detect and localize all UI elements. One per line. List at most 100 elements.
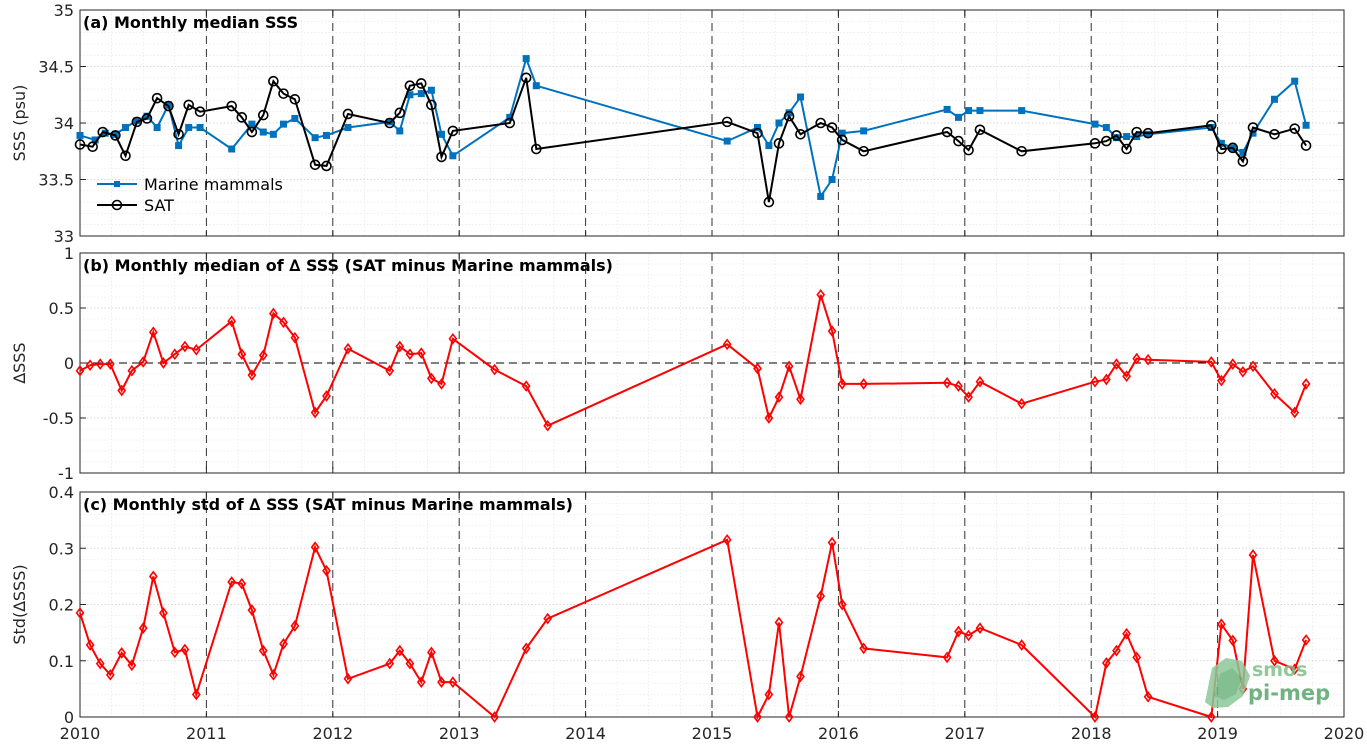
data-point (775, 119, 783, 127)
data-point (826, 122, 838, 133)
data-point (1017, 639, 1027, 651)
data-point (1111, 130, 1122, 141)
data-point (257, 109, 269, 121)
data-point (954, 380, 963, 392)
panel-title: (a) Monthly median SSS (83, 13, 298, 32)
data-point (170, 348, 180, 361)
data-point (279, 638, 288, 650)
data-point (76, 131, 84, 139)
data-point (141, 113, 153, 124)
data-point (964, 391, 973, 403)
data-point (1132, 352, 1142, 365)
data-point (227, 576, 237, 588)
data-point (827, 325, 837, 337)
data-point (531, 143, 542, 155)
data-point (437, 378, 446, 390)
data-point (385, 657, 395, 670)
data-point (278, 88, 289, 99)
data-point (764, 412, 774, 424)
x-tick-label: 2010 (60, 724, 101, 743)
data-point (490, 363, 499, 376)
y-axis-label: ∆SSS (10, 342, 29, 384)
data-point (1217, 618, 1226, 631)
data-point (1238, 365, 1248, 378)
data-point (170, 646, 180, 659)
data-point (532, 82, 540, 90)
data-point (1247, 122, 1259, 133)
panel-title: (c) Monthly std of ∆ SSS (SAT minus Mari… (83, 495, 573, 514)
data-point (490, 711, 499, 723)
legend-label: SAT (144, 196, 174, 215)
series-line-0 (79, 294, 1308, 427)
data-point (1102, 124, 1110, 132)
data-point (159, 607, 168, 619)
data-point (836, 134, 848, 146)
x-tick-label: 2017 (944, 724, 985, 743)
data-point (721, 116, 733, 128)
data-point (828, 176, 836, 183)
data-point (191, 343, 201, 356)
data-point (1216, 143, 1227, 155)
y-tick-label: 35 (54, 1, 74, 20)
data-point (105, 358, 115, 370)
data-point (1227, 142, 1239, 154)
data-point (436, 151, 447, 163)
data-point (975, 622, 985, 634)
y-tick-label: 0 (64, 708, 74, 727)
data-point (858, 145, 869, 157)
data-point (1248, 360, 1258, 373)
data-point (385, 364, 395, 377)
x-tick-label: 2020 (1324, 724, 1365, 743)
data-point (196, 124, 204, 132)
data-point (784, 711, 794, 723)
data-point (723, 137, 731, 145)
data-point (227, 315, 237, 328)
y-tick-label: 33 (54, 227, 74, 246)
panel-b: -1 -0.5 0 0.5 1 ∆SSS (b) Monthly median of ∆ S… (10, 244, 1345, 483)
legend-marker (114, 181, 120, 187)
data-point (237, 577, 247, 590)
data-point (1142, 127, 1154, 139)
data-point (405, 657, 415, 670)
data-point (1228, 634, 1238, 647)
data-point (765, 142, 773, 150)
data-point (268, 75, 279, 87)
logo-text-pi-mep: pi-mep (1248, 681, 1330, 705)
data-point (1270, 654, 1279, 667)
data-point (427, 86, 435, 94)
data-point (248, 120, 256, 128)
data-point (859, 378, 869, 390)
x-tick-label: 2015 (692, 724, 733, 743)
data-point (258, 349, 268, 362)
data-point (1302, 121, 1310, 129)
data-point (322, 131, 330, 139)
data-point (941, 126, 953, 138)
y-tick-label: -1 (58, 464, 74, 483)
data-point (1112, 644, 1121, 657)
data-point (504, 117, 516, 129)
data-point (1228, 358, 1238, 370)
y-tick-label: 0.3 (49, 539, 74, 558)
data-point (180, 340, 190, 353)
data-point (269, 307, 278, 320)
x-tick-label: 2013 (439, 724, 480, 743)
data-point (448, 332, 458, 345)
data-point (415, 78, 427, 89)
data-point (405, 348, 415, 361)
data-point (753, 362, 762, 375)
data-point (1290, 663, 1300, 676)
data-point (837, 598, 847, 611)
data-point (85, 639, 95, 651)
data-point (117, 647, 127, 659)
data-point (1122, 627, 1131, 640)
data-point (185, 124, 193, 132)
data-point (1090, 375, 1100, 388)
data-point (1205, 119, 1217, 131)
data-point (449, 152, 457, 160)
data-point (105, 668, 115, 681)
data-point (763, 196, 775, 208)
data-point (85, 359, 95, 372)
x-tick-label: 2014 (565, 724, 606, 743)
data-point (322, 390, 331, 402)
